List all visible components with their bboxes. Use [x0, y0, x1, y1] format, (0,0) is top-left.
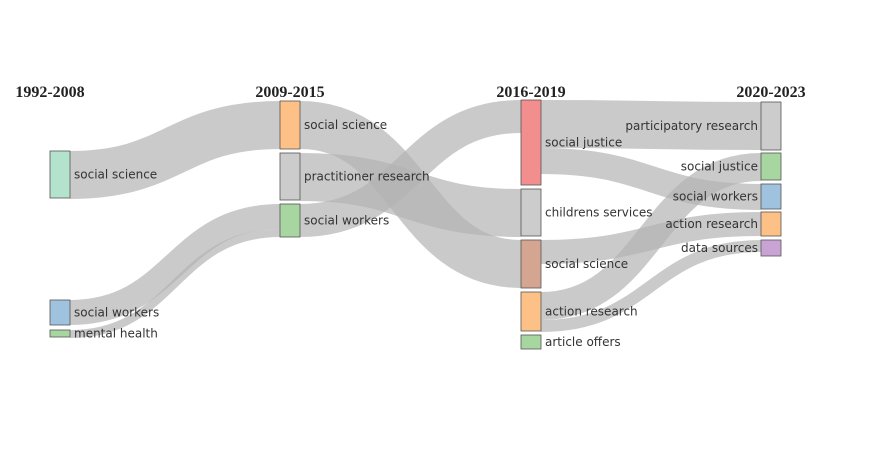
node-label: social science: [74, 168, 157, 182]
sankey-link: [540, 240, 762, 332]
sankey-node[interactable]: [760, 211, 782, 237]
sankey-node[interactable]: [49, 150, 71, 199]
sankey-link: [540, 148, 762, 210]
node-label: action research: [545, 305, 638, 319]
node-label: action research: [665, 217, 758, 231]
sankey-node[interactable]: [520, 99, 542, 186]
node-label: social science: [545, 257, 628, 271]
sankey-link: [69, 101, 281, 199]
links-group: [69, 100, 762, 338]
node-label: participatory research: [625, 119, 758, 133]
sankey-node[interactable]: [520, 188, 542, 237]
node-label: social workers: [673, 190, 758, 204]
sankey-node[interactable]: [760, 101, 782, 151]
node-label: social science: [304, 118, 387, 132]
period-title: 2016-2019: [496, 84, 565, 101]
sankey-node[interactable]: [279, 100, 301, 150]
sankey-node[interactable]: [760, 239, 782, 257]
sankey-link: [540, 153, 762, 320]
node-label: practitioner research: [304, 170, 430, 184]
node-label: mental health: [74, 327, 158, 341]
sankey-link: [540, 100, 762, 150]
period-title: 2020-2023: [736, 84, 805, 101]
labels-group: social science social workers mental healt…: [74, 118, 758, 349]
sankey-node[interactable]: [49, 329, 71, 338]
sankey-node[interactable]: [760, 183, 782, 210]
node-label: article offers: [545, 335, 621, 349]
sankey-node[interactable]: [279, 203, 301, 238]
sankey-link: [69, 229, 281, 338]
period-title: 1992-2008: [15, 84, 84, 101]
node-label: data sources: [681, 241, 758, 255]
sankey-link: [299, 100, 522, 237]
node-label: social justice: [545, 136, 622, 150]
sankey-node[interactable]: [279, 152, 301, 201]
sankey-node[interactable]: [760, 152, 782, 181]
nodes-group: [49, 99, 782, 350]
node-label: childrens services: [545, 206, 652, 220]
sankey-link: [299, 153, 522, 237]
node-label: social workers: [304, 214, 389, 228]
node-label: social workers: [74, 306, 159, 320]
sankey-node[interactable]: [520, 334, 542, 350]
sankey-link: [69, 204, 281, 325]
sankey-node[interactable]: [49, 299, 71, 326]
sankey-node[interactable]: [520, 239, 542, 289]
sankey-node[interactable]: [520, 291, 542, 332]
node-label: social justice: [681, 160, 758, 174]
period-title: 2009-2015: [255, 84, 324, 101]
period-titles: 1992-2008 2009-2015 2016-2019 2020-2023: [15, 84, 805, 101]
